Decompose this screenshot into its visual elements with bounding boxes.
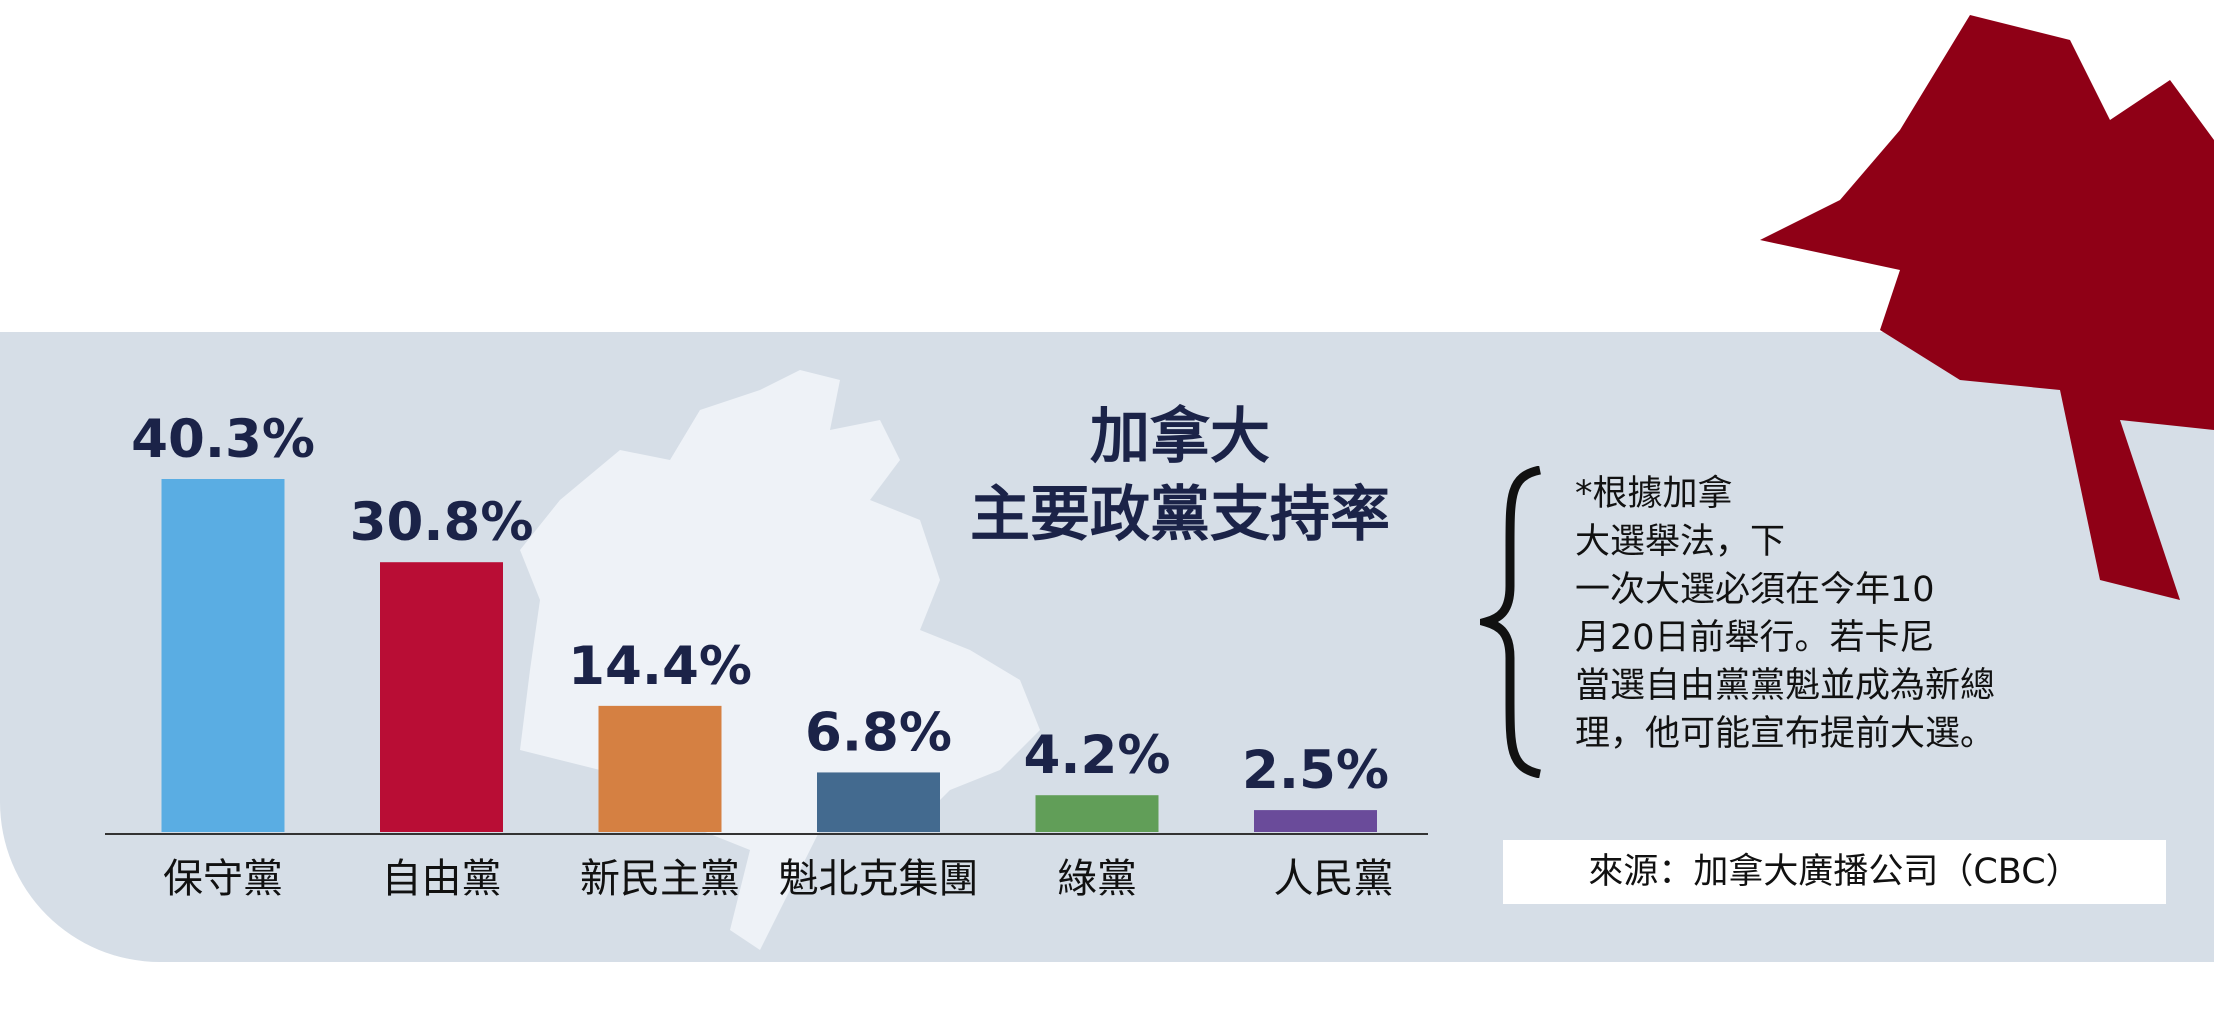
bar-value-label: 6.8% <box>805 702 952 763</box>
category-label: 自由黨 <box>382 856 502 902</box>
note-line: 一次大選必須在今年10 <box>1575 570 1935 610</box>
category-label: 綠黨 <box>1057 856 1137 902</box>
election-note: *根據加拿 大選舉法，下 一次大選必須在今年10 月20日前舉行。若卡尼 當選自… <box>1575 470 2135 758</box>
category-label: 魁北克集團 <box>779 856 979 902</box>
chart-title: 加拿大 主要政黨支持率 <box>930 398 1430 554</box>
bar-6 <box>1254 810 1377 832</box>
bar-4 <box>817 772 940 832</box>
bar-value-label: 30.8% <box>350 492 534 553</box>
bar-5 <box>1035 795 1159 832</box>
curly-brace-icon <box>1480 466 1542 778</box>
bar-2 <box>380 562 503 832</box>
category-label: 新民主黨 <box>580 856 740 902</box>
maple-leaf-graphic <box>1760 15 2214 600</box>
bar-value-label: 14.4% <box>568 636 752 697</box>
note-line: 月20日前舉行。若卡尼 <box>1575 618 1935 658</box>
bar-chart: 40.3% 保守黨 30.8% 自由黨 14.4% 新民主黨 6.8% 魁北克集團 4.2% 綠黨… <box>105 409 1428 902</box>
note-line: *根據加拿 <box>1575 474 1733 514</box>
category-label: 保守黨 <box>163 856 283 902</box>
note-line: 當選自由黨黨魁並成為新總 <box>1575 666 1996 706</box>
bar-value-label: 4.2% <box>1024 725 1171 786</box>
bar-value-label: 40.3% <box>131 409 315 470</box>
category-label: 人民黨 <box>1274 856 1394 902</box>
note-line: 理，他可能宣布提前大選。 <box>1575 714 1996 754</box>
bar-3 <box>598 705 722 832</box>
note-line: 大選舉法，下 <box>1575 522 1786 562</box>
bar-value-label: 2.5% <box>1242 740 1389 801</box>
chart-title-line-2: 主要政黨支持率 <box>970 480 1390 550</box>
source-caption: 來源：加拿大廣播公司（CBC） <box>1503 840 2166 904</box>
bar-1 <box>161 479 285 832</box>
chart-title-line-1: 加拿大 <box>1090 402 1270 472</box>
